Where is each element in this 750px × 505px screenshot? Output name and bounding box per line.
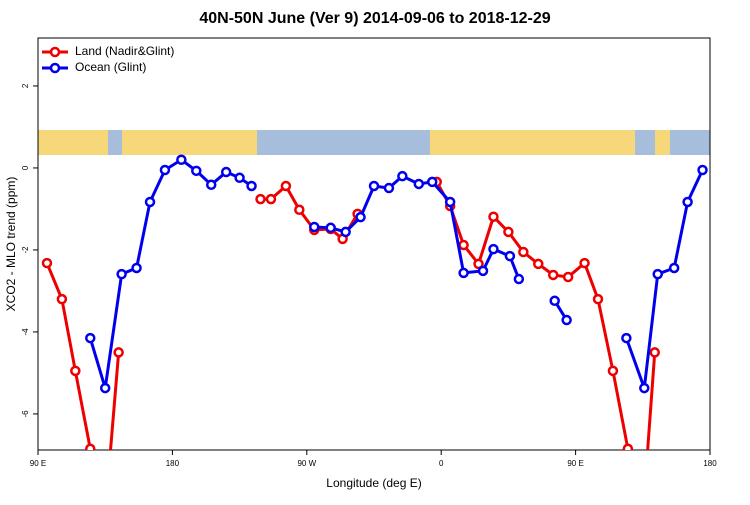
point [592,293,604,305]
point [518,246,529,258]
point [533,258,544,270]
point [397,170,408,182]
point [113,347,124,358]
point [255,193,266,205]
point [697,164,708,176]
x-tick-label: 180 [703,459,717,468]
point [579,257,590,269]
point [159,164,171,176]
point [640,492,648,500]
x-tick-label: 90 E [30,459,46,468]
point [503,226,514,238]
point [265,193,277,205]
plot-area [41,154,708,500]
point [682,196,693,208]
point [355,211,366,223]
point [668,262,680,274]
legend-label: Land (Nadir&Glint) [75,44,174,58]
point [85,332,96,344]
point [325,222,336,234]
point [85,443,96,450]
point [504,250,516,262]
point [99,382,111,394]
point [607,365,619,377]
point [246,180,257,192]
x-axis-label: Longitude (deg E) [326,476,421,490]
map-strip [38,130,710,155]
point [649,347,660,358]
point [309,221,320,233]
point [70,365,81,377]
x-tick-label: 180 [166,459,180,468]
point [458,267,469,279]
point [513,273,525,285]
point [41,257,53,269]
point [473,258,484,270]
point [652,268,663,280]
point [488,243,499,255]
point [547,269,559,281]
plot-frame [37,37,711,451]
point [562,271,574,283]
point [220,166,232,178]
point [176,154,187,166]
y-tick-label: 0 [21,165,30,170]
point [549,295,560,307]
point [426,176,438,188]
y-axis-label: XCO2 - MLO trend (ppm) [4,177,18,312]
point [191,165,202,177]
x-tick-label: 90 W [297,459,316,468]
point [144,196,156,208]
y-tick-label: 2 [21,83,30,88]
legend-marker [49,46,61,58]
point [413,178,425,190]
x-tick-label: 0 [439,459,444,468]
chart-title: 40N-50N June (Ver 9) 2014-09-06 to 2018-… [199,10,550,27]
point [561,314,572,326]
x-tick-label: 90 E [567,459,583,468]
point [383,182,395,194]
point [458,239,469,251]
point [639,382,650,394]
point [444,196,456,208]
point [280,180,292,192]
point [622,443,634,450]
y-tick-label: -6 [21,410,30,418]
legend-label: Ocean (Glint) [75,60,146,74]
point [56,293,68,305]
point [205,179,217,191]
point [131,262,142,274]
point [368,180,380,192]
point [621,332,632,344]
point [234,172,245,184]
point [116,268,127,280]
point [103,492,111,500]
series-line [45,181,657,450]
point [477,265,489,277]
legend-marker [49,62,61,74]
point [340,226,351,238]
point [488,211,499,222]
point [294,204,305,216]
y-tick-label: -4 [21,328,30,336]
y-tick-label: -2 [21,246,30,254]
